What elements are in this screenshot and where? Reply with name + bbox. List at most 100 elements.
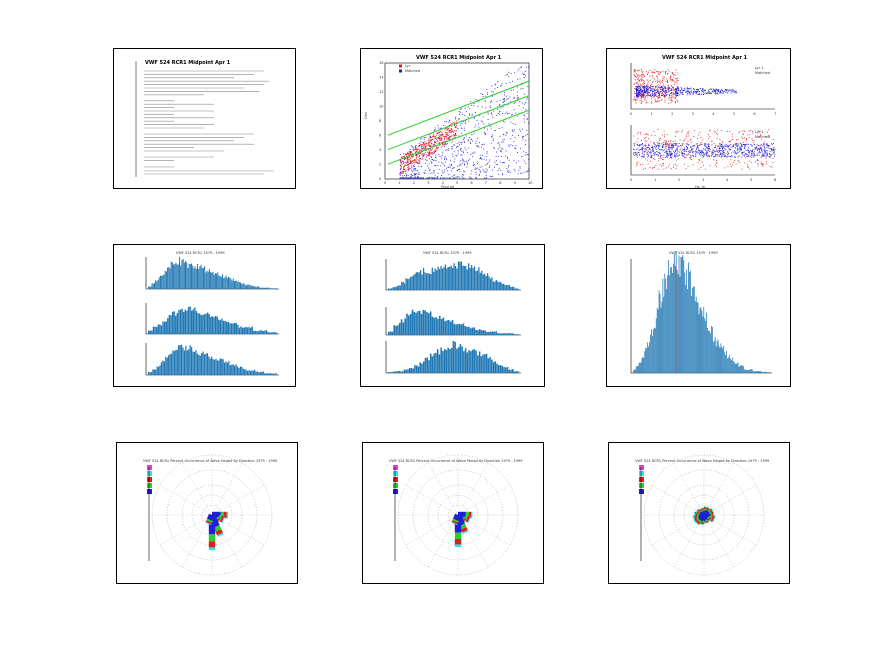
scatter-stack-point-blue [722, 89, 724, 91]
scatter-stack-point-blue [649, 86, 651, 88]
scatter-main-point-blue [488, 123, 490, 125]
scatter-stack-point-blue [732, 144, 734, 146]
hist-c-bar [653, 327, 655, 373]
scatter-stack-point-red [709, 130, 711, 132]
scatter-main-point-blue [510, 138, 512, 140]
scatter-stack-point-blue [674, 91, 676, 93]
scatter-stack-point-red [665, 88, 667, 89]
hist-c-bar [740, 365, 742, 373]
scatter-stack-point-blue [717, 154, 719, 155]
scatter-stack-point-blue [734, 147, 736, 149]
scatter-stack-point-red [656, 100, 658, 102]
rose-b-petal-segment [471, 511, 473, 519]
scatter-stack-point-red [696, 137, 698, 139]
scatter-stack-point-red [640, 102, 642, 104]
scatter-main-point-blue [521, 102, 523, 104]
scatter-stack-point-blue [684, 149, 685, 150]
scatter-main-point-blue [457, 150, 459, 152]
rose-c-petal-segment [695, 508, 699, 515]
scatter-stack-point-blue [743, 155, 745, 157]
scatter-stack-point-blue [740, 143, 742, 145]
scatter-stack-point-blue [677, 94, 679, 96]
hist-c-bar [645, 347, 647, 373]
scatter-stack-point-red [644, 97, 646, 99]
hist-b-bottom-bar [431, 356, 434, 373]
scatter-main-point-blue [525, 162, 527, 164]
scatter-main-point-blue [435, 165, 437, 166]
scatter-stack-point-red [756, 153, 758, 155]
scatter-stack-point-red [674, 97, 676, 99]
scatter-main-point-red [449, 138, 451, 140]
hist-a-top-bar [269, 288, 271, 289]
hist-a-top-bar [250, 285, 252, 289]
scatter-stack-point-red [737, 143, 739, 145]
scatter-stack-point-red [666, 134, 668, 136]
scatter-main-point-red [405, 154, 407, 156]
scatter-main-point-blue [490, 106, 491, 108]
scatter-main-point-blue [402, 175, 403, 177]
scatter-main-point-red [435, 148, 437, 150]
scatter-stack-point-blue [636, 89, 638, 91]
scatter-stack-point-blue [739, 148, 741, 150]
scatter-stack-point-blue [633, 152, 635, 154]
scatter-main-point-blue [481, 154, 483, 156]
hist-a-mid-bar [157, 324, 159, 334]
scatter-main-point-blue [481, 166, 483, 168]
scatter-main-point-blue [403, 170, 405, 172]
scatter-stack-point-blue [676, 152, 678, 154]
scatter-main-point-red [421, 144, 423, 145]
scatter-stack-point-red [663, 85, 665, 87]
rose-a-spoke [159, 514, 213, 546]
scatter-stack-point-red [705, 144, 706, 146]
scatter-stack-point-blue [674, 150, 676, 152]
scatter-stack-point-blue [647, 85, 649, 87]
scatter-stack-point-blue [644, 91, 646, 93]
scatter-stack-point-blue [697, 146, 698, 148]
scatter-stack-point-blue [720, 90, 722, 92]
scatter-main-point-blue [403, 168, 405, 170]
scatter-stack-point-blue [745, 143, 747, 145]
scatter-stack-point-blue [711, 153, 713, 155]
scatter-stack-point-red [658, 138, 660, 140]
hist-c-bar [685, 284, 687, 373]
scatter-stack-point-blue [641, 150, 643, 152]
scatter-stack-point-red [652, 167, 653, 169]
scatter-main-point-red [416, 161, 418, 163]
scatter-stack-point-blue [638, 86, 640, 88]
hist-b-top-bar [460, 261, 463, 290]
hist-a-top-bar [238, 282, 240, 289]
scatter-stack-point-blue [652, 90, 654, 92]
scatter-stack-point-red [653, 94, 655, 96]
hist-a-top-bar [253, 286, 255, 289]
hist-b-bottom-bar [454, 341, 456, 373]
hist-b-top-bar [409, 277, 412, 290]
scatter-stack-point-blue [689, 93, 691, 95]
scatter-stack-point-blue [725, 155, 727, 157]
hist-b-mid-bar [440, 318, 443, 335]
scatter-stack-point-red [672, 73, 673, 74]
scatter-stack-point-red [662, 163, 663, 165]
scatter-main-point-blue [440, 127, 442, 129]
scatter-stack-point-red [713, 130, 715, 132]
scatter-stack-point-blue [696, 145, 698, 147]
hist-b-top-bar [478, 267, 480, 290]
scatter-main-point-blue [399, 174, 401, 176]
hist-b-mid-bar [442, 317, 445, 335]
scatter-stack-point-blue [683, 147, 685, 149]
scatter-main-point-blue [484, 133, 486, 135]
scatter-stack-point-red [671, 100, 673, 102]
scatter-stack-point-blue [740, 147, 741, 149]
scatter-stack-point-red [660, 91, 662, 92]
hist-a-top-bar [194, 266, 196, 289]
scatter-stack-point-red [640, 73, 642, 75]
scatter-stack-point-red [668, 84, 669, 86]
hist-a-top-bar [222, 274, 224, 289]
scatter-stack-point-red [653, 142, 655, 144]
scatter-stack-point-red [682, 143, 684, 145]
scatter-stack-point-red [724, 167, 726, 169]
scatter-main-point-red [429, 137, 431, 138]
scatter-stack-point-blue [663, 90, 665, 92]
scatter-main-point-red [436, 134, 438, 136]
scatter-stack-point-red [662, 83, 664, 85]
scatter-main-point-blue [516, 86, 518, 88]
